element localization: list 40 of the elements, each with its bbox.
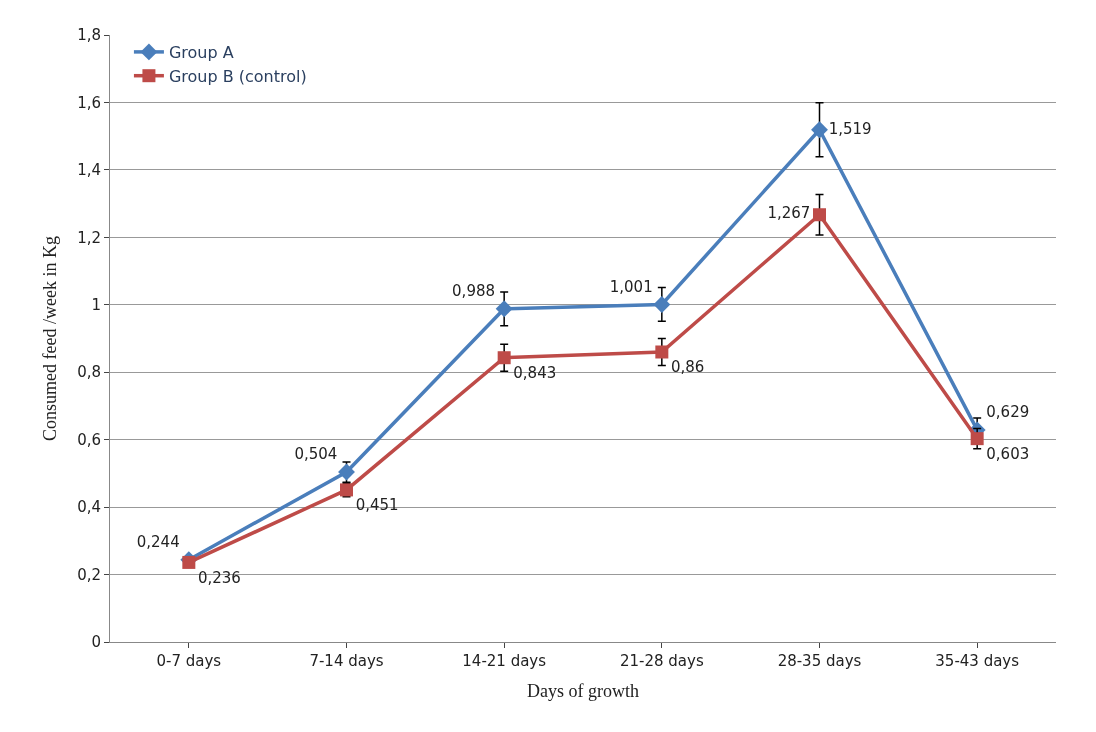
x-tick-label: 0-7 days (156, 652, 222, 670)
y-tick-label: 1,2 (77, 228, 101, 247)
y-tick-label: 0,4 (77, 498, 101, 517)
x-tick-label: 21-28 days (619, 652, 704, 670)
data-label: 0,504 (294, 445, 338, 464)
y-tick-label: 0,8 (77, 363, 101, 382)
point (653, 295, 671, 313)
y-tick-label: 1 (91, 296, 101, 315)
point (495, 300, 513, 318)
data-label: 0,236 (197, 568, 241, 587)
y-tick-label: 1,8 (77, 26, 101, 45)
y-tick-label: 1,6 (77, 93, 101, 112)
x-axis-title: Days of growth (527, 681, 639, 702)
y-tick-label: 0,2 (77, 565, 101, 584)
data-label: 0,451 (355, 496, 399, 515)
y-tick-label: 0 (91, 633, 101, 652)
legend-label: Group B (control) (168, 66, 307, 86)
data-label: 0,988 (452, 281, 496, 300)
x-tick-label: 7-14 days (309, 652, 384, 670)
point (970, 432, 984, 446)
data-label: 0,603 (986, 445, 1030, 464)
data-label: 1,267 (767, 204, 811, 223)
x-tick-label: 14-21 days (462, 652, 547, 670)
point (655, 345, 669, 359)
point (497, 351, 511, 365)
data-label: 0,843 (513, 364, 557, 383)
data-label: 0,244 (136, 532, 180, 551)
data-label: 0,629 (986, 403, 1030, 422)
legend-label: Group A (168, 43, 234, 63)
point (813, 208, 826, 222)
x-tick-label: 35-43 days (935, 652, 1020, 670)
data-label: 1,001 (609, 277, 653, 296)
y-axis-title: Consumed feed /week in Kg (40, 236, 61, 441)
point (811, 121, 828, 139)
point (182, 555, 196, 569)
y-tick-label: 1,4 (77, 161, 101, 180)
y-tick-label: 0,6 (77, 430, 101, 449)
x-tick-label: 28-35 days (777, 652, 862, 670)
data-label: 1,519 (828, 119, 872, 138)
data-label: 0,86 (670, 358, 705, 377)
